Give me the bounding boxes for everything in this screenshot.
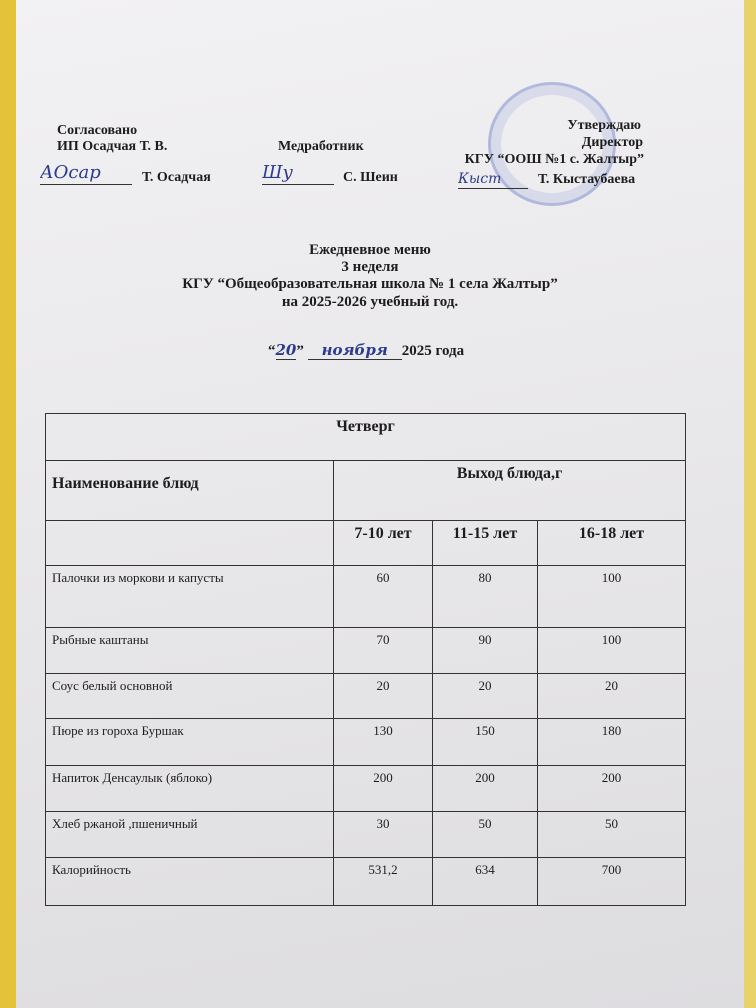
col-name-header: Наименование блюд bbox=[45, 460, 334, 521]
signature-middle: Шу bbox=[262, 162, 334, 185]
table-row: Палочки из моркови и капусты 60 80 100 bbox=[45, 565, 686, 628]
portion-value: 100 bbox=[537, 627, 686, 674]
table-row: Калорийность 531,2 634 700 bbox=[45, 857, 686, 906]
portion-value: 70 bbox=[333, 627, 433, 674]
director-name: Т. Кыстаубаева bbox=[538, 172, 636, 187]
age-header: 11-15 лет bbox=[432, 520, 538, 566]
calorie-value: 531,2 bbox=[333, 857, 433, 906]
school-year: на 2025-2026 учебный год. bbox=[281, 294, 459, 310]
approval-left-org: ИП Осадчая Т. В. bbox=[57, 139, 168, 154]
signature-right: Кыст bbox=[458, 170, 528, 189]
portion-value: 50 bbox=[432, 811, 538, 858]
director-label: Директор bbox=[581, 135, 643, 150]
school-short: КГУ “ООШ №1 с. Жалтыр” bbox=[464, 152, 644, 167]
date-year: 2025 года bbox=[401, 343, 465, 359]
portion-value: 20 bbox=[333, 673, 433, 719]
age-header: 16-18 лет bbox=[537, 520, 686, 566]
doc-title: Ежедневное меню bbox=[309, 242, 431, 258]
approval-left-label: Согласовано bbox=[57, 123, 138, 138]
portion-value: 130 bbox=[333, 718, 433, 766]
dish-name: Калорийность bbox=[45, 857, 334, 906]
week-label: 3 неделя bbox=[341, 259, 399, 275]
portion-value: 150 bbox=[432, 718, 538, 766]
age-header: 7-10 лет bbox=[333, 520, 433, 566]
date-line: “20” ноября 2025 года bbox=[268, 341, 465, 360]
dish-name: Рыбные каштаны bbox=[45, 627, 334, 674]
portion-value: 80 bbox=[432, 565, 538, 628]
dish-name: Пюре из гороха Буршак bbox=[45, 718, 334, 766]
portion-value: 200 bbox=[432, 765, 538, 812]
portion-value: 100 bbox=[537, 565, 686, 628]
dish-name: Напиток Денсаулык (яблоко) bbox=[45, 765, 334, 812]
date-month: ноября bbox=[307, 341, 402, 360]
official-stamp bbox=[488, 82, 616, 206]
wall bbox=[0, 0, 18, 1008]
table-row: Рыбные каштаны 70 90 100 bbox=[45, 627, 686, 674]
portion-value: 200 bbox=[537, 765, 686, 812]
table-row: Соус белый основной 20 20 20 bbox=[45, 673, 686, 719]
table-row: Хлеб ржаной ,пшеничный 30 50 50 bbox=[45, 811, 686, 858]
portion-value: 50 bbox=[537, 811, 686, 858]
portion-value: 200 bbox=[333, 765, 433, 812]
empty-cell bbox=[45, 520, 334, 566]
medic-name: С. Шеин bbox=[343, 170, 398, 185]
dish-name: Палочки из моркови и капусты bbox=[45, 565, 334, 628]
table-row: Пюре из гороха Буршак 130 150 180 bbox=[45, 718, 686, 766]
portion-value: 20 bbox=[432, 673, 538, 719]
date-day: 20 bbox=[275, 341, 297, 360]
calorie-value: 634 bbox=[432, 857, 538, 906]
portion-value: 90 bbox=[432, 627, 538, 674]
col-output-header: Выход блюда,г bbox=[333, 460, 686, 521]
table-row: Напиток Денсаулык (яблоко) 200 200 200 bbox=[45, 765, 686, 812]
dish-name: Соус белый основной bbox=[45, 673, 334, 719]
wall bbox=[742, 0, 756, 1008]
portion-value: 30 bbox=[333, 811, 433, 858]
dish-name: Хлеб ржаной ,пшеничный bbox=[45, 811, 334, 858]
calorie-value: 700 bbox=[537, 857, 686, 906]
school-name: КГУ “Общеобразовательная школа № 1 села … bbox=[182, 276, 558, 292]
portion-value: 180 bbox=[537, 718, 686, 766]
day-header: Четверг bbox=[45, 413, 686, 461]
menu-table: Четверг Наименование блюд Выход блюда,г 7… bbox=[45, 413, 686, 906]
portion-value: 20 bbox=[537, 673, 686, 719]
signature-left: АОсар bbox=[40, 162, 132, 185]
portion-value: 60 bbox=[333, 565, 433, 628]
approve-label: Утверждаю bbox=[567, 118, 641, 133]
approval-left-name: Т. Осадчая bbox=[142, 170, 211, 185]
medic-label: Медработник bbox=[278, 139, 364, 154]
